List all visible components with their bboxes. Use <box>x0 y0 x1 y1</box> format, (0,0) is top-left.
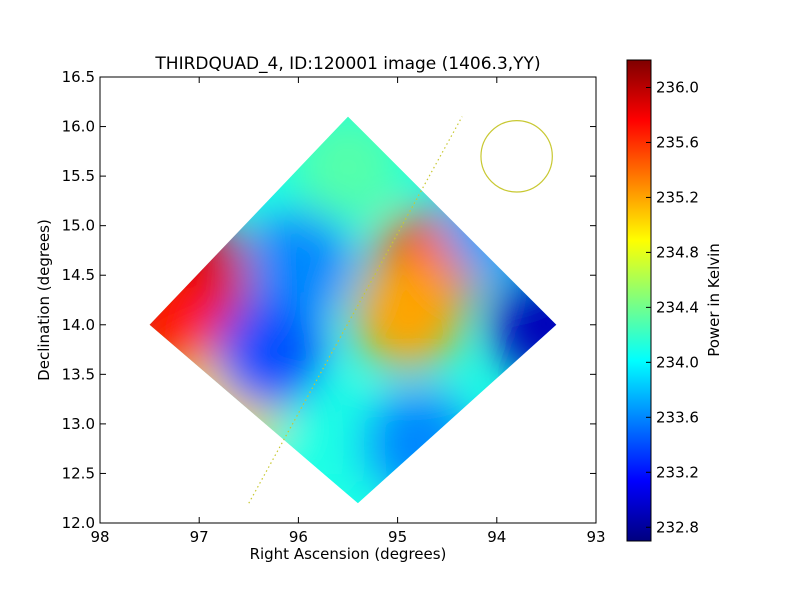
y-axis-ticks: 12.0 12.5 13.0 13.5 14.0 14.5 15.0 15.5 16.0 16.5 <box>62 68 596 532</box>
colorbar-tick-label: 234.0 <box>656 353 699 371</box>
chart-title: THIRDQUAD_4, ID:120001 image (1406.3,YY) <box>154 54 540 74</box>
colorbar-tick-label: 233.6 <box>656 408 699 426</box>
x-axis-label: Right Ascension (degrees) <box>250 545 447 563</box>
colorbar-label: Power in Kelvin <box>705 243 723 357</box>
colorbar-gradient <box>626 59 652 542</box>
colorbar-tick-label: 232.8 <box>656 518 699 536</box>
colorbar-tick-label: 234.8 <box>656 243 699 261</box>
y-axis-label: Declination (degrees) <box>35 219 53 381</box>
heatmap-region <box>362 388 473 499</box>
colorbar-tick-label: 235.2 <box>656 188 699 206</box>
x-axis-ticks: 98 97 96 95 94 93 <box>90 77 606 546</box>
x-tick-label: 96 <box>289 528 308 546</box>
y-tick-label: 13.5 <box>62 365 95 383</box>
y-tick-label: 13.0 <box>62 415 95 433</box>
colorbar: 232.8 233.2 233.6 234.0 234.4 234.8 235.2 235.6… <box>626 59 723 542</box>
colorbar-tick-label: 234.4 <box>656 298 699 316</box>
colorbar-tick-label: 233.2 <box>656 463 699 481</box>
x-tick-label: 95 <box>388 528 407 546</box>
y-tick-label: 14.0 <box>62 316 95 334</box>
plot-area: 98 97 96 95 94 93 12.0 12.5 13.0 13.5 14.0 14.5 15.… <box>62 68 606 546</box>
heatmap-region <box>352 259 463 370</box>
y-tick-label: 16.5 <box>62 68 95 86</box>
beam-circle <box>480 120 553 193</box>
heatmap-region <box>491 269 557 380</box>
y-tick-label: 16.0 <box>62 118 95 136</box>
x-tick-label: 94 <box>487 528 506 546</box>
heatmap-region <box>213 299 324 410</box>
plot-frame <box>99 76 597 524</box>
colorbar-tick-label: 235.6 <box>656 133 699 151</box>
y-tick-label: 12.0 <box>62 514 95 532</box>
y-tick-label: 15.5 <box>62 167 95 185</box>
x-tick-label: 97 <box>190 528 209 546</box>
y-tick-label: 12.5 <box>62 464 95 482</box>
overlay-dotted-line <box>248 116 463 504</box>
heatmap-region <box>293 116 403 222</box>
colorbar-tick-label: 236.0 <box>656 78 699 96</box>
colorbar-ticks: 232.8 233.2 233.6 234.0 234.4 234.8 235.2 235.6… <box>646 78 699 536</box>
x-tick-label: 93 <box>586 528 605 546</box>
heatmap-field <box>149 116 557 504</box>
heatmap-region <box>149 269 225 380</box>
x-tick-label: 98 <box>90 528 109 546</box>
y-tick-label: 14.5 <box>62 266 95 284</box>
heatmap-region <box>243 210 354 321</box>
y-tick-label: 15.0 <box>62 217 95 235</box>
